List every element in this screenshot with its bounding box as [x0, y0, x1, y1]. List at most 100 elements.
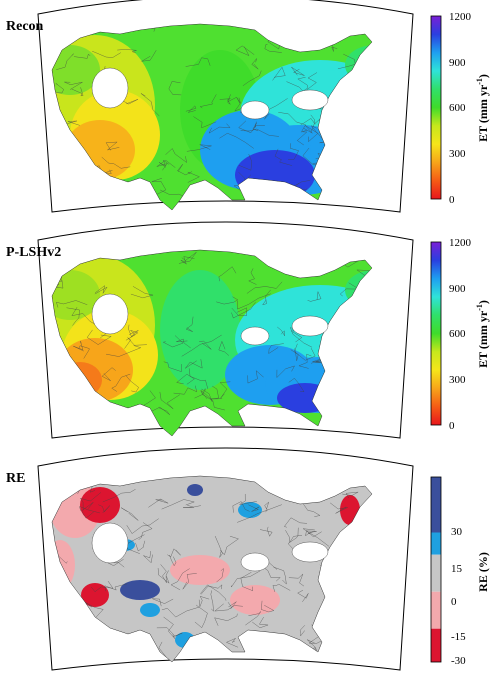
tick-label: 0 [451, 596, 457, 608]
basin-boundary [301, 501, 321, 517]
basin-boundary [185, 359, 203, 369]
no-data-area [91, 522, 129, 564]
basin-boundary [52, 83, 64, 94]
basin-boundary [148, 498, 169, 508]
basin-boundary [226, 638, 239, 648]
basin-boundary [252, 121, 259, 131]
basin-boundary [173, 385, 197, 395]
basin-boundary [193, 116, 217, 128]
basin-boundary [248, 504, 260, 512]
basin-boundary [231, 302, 256, 319]
basin-boundary [101, 156, 131, 169]
basin-boundary [159, 391, 180, 409]
basin-boundary [138, 522, 153, 540]
colorbar-label: RE (%) [476, 552, 490, 592]
panel-recon: Recon 1200 900 600 300 0 ET (mm yr-1) [6, 0, 490, 213]
basin-boundary [199, 340, 212, 350]
basin-boundary [245, 611, 262, 626]
basin-boundary [287, 527, 299, 551]
basin-boundary [188, 368, 208, 389]
basin-boundary [176, 373, 195, 385]
basin-boundary [219, 381, 231, 399]
basin-boundary [181, 334, 222, 357]
basin-boundary [219, 98, 231, 105]
basin-boundary [227, 94, 241, 104]
basin-boundary [176, 338, 191, 349]
basin-boundary [121, 507, 139, 521]
basin-boundary [261, 600, 275, 613]
basin-boundary [232, 501, 250, 513]
basin-boundary [214, 603, 243, 612]
basin-boundary [73, 53, 91, 59]
tick-label: -30 [451, 655, 466, 667]
tick-label: 30 [451, 526, 463, 538]
basin-boundary [216, 568, 224, 583]
basin-boundary [81, 502, 94, 519]
basin-boundary [268, 343, 284, 354]
tick-label: 1200 [449, 11, 472, 23]
basin-boundary [165, 148, 187, 163]
basin-boundary [71, 87, 84, 97]
basin-boundary [84, 602, 104, 618]
basin-boundary [251, 58, 259, 70]
basin-boundary [163, 616, 175, 639]
basin-boundary [273, 566, 287, 585]
basin-boundary [240, 572, 253, 592]
basin-boundary [276, 365, 295, 378]
colorbar-ticks: 1200 900 600 300 0 [449, 11, 472, 206]
basin-boundary [227, 601, 237, 609]
basin-boundary [238, 120, 265, 133]
basin-boundary [330, 502, 348, 514]
basin-boundary [308, 531, 330, 547]
colorbar: 30 15 0 -15 -30 RE (%) [430, 476, 490, 667]
colorbar-label: ET (mm yr-1) [475, 300, 490, 368]
colorbar: 1200 900 600 300 0 ET (mm yr-1) [430, 237, 490, 432]
basin-boundary [303, 125, 324, 141]
basin-boundary [259, 526, 273, 537]
basin-boundary [231, 570, 261, 588]
tick-label: 600 [449, 102, 466, 114]
basin-boundary [104, 583, 128, 592]
basin-boundary [167, 548, 181, 558]
basin-boundary [194, 604, 208, 628]
basin-boundary [105, 141, 120, 151]
tick-label: 600 [449, 328, 466, 340]
basin-boundary [216, 296, 239, 305]
basin-boundary [111, 373, 131, 392]
basin-boundary [219, 535, 239, 556]
basin-boundary [252, 616, 269, 629]
no-data-area [291, 541, 329, 563]
basin-boundary [128, 324, 139, 337]
basin-boundary [218, 266, 237, 282]
tick-label: 0 [449, 420, 455, 432]
tick-label: 300 [449, 374, 466, 386]
basin-boundary [307, 290, 322, 302]
basin-boundary [210, 385, 223, 400]
basin-boundary [284, 517, 308, 528]
basin-boundary [125, 375, 139, 393]
panel-re: RE 30 15 0 -15 -30 RE (%) [6, 447, 490, 671]
basin-boundary [306, 530, 322, 538]
basin-boundary [308, 125, 318, 143]
basin-boundary [237, 293, 271, 310]
basin-boundary [342, 491, 359, 499]
colorbar-ramp [430, 15, 442, 200]
tick-label: 300 [449, 148, 466, 160]
basin-boundary [98, 504, 110, 514]
colorbar-ramp [430, 241, 442, 426]
basin-boundary [92, 51, 121, 58]
basin-boundary [291, 66, 305, 76]
basin-boundary [274, 148, 293, 166]
basin-boundary [288, 573, 305, 587]
tick-label: 900 [449, 283, 466, 295]
basin-boundary [235, 45, 255, 56]
basin-boundary [151, 178, 167, 195]
basin-boundary [141, 50, 157, 62]
basin-boundary [177, 164, 193, 176]
tick-label: 15 [451, 563, 463, 575]
colorbar-ticks: 1200 900 600 300 0 [449, 237, 472, 432]
basin-boundary [185, 316, 194, 332]
basin-boundary [278, 112, 306, 133]
basin-boundary [272, 583, 291, 592]
panel-plshv2: P-LSHv2 1200 900 600 300 0 ET (mm yr-1) [6, 221, 490, 439]
